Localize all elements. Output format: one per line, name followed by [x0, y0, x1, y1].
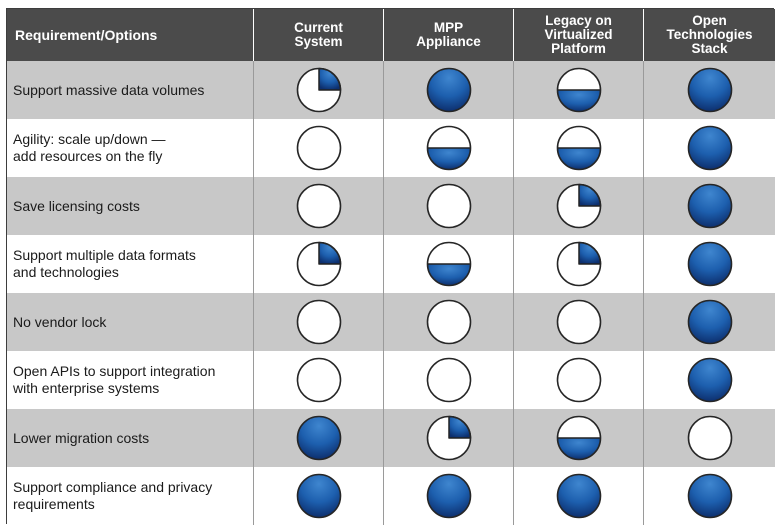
- header-current-system: Current System: [253, 9, 383, 61]
- harvey-ball-icon: [296, 299, 341, 345]
- requirement-cell: No vendor lock: [7, 293, 253, 351]
- requirement-cell: Support multiple data formats and techno…: [7, 235, 253, 293]
- harvey-ball-icon: [296, 415, 341, 461]
- header-legacy-virtualized: Legacy on Virtualized Platform: [513, 9, 643, 61]
- harvey-ball-icon: [426, 125, 471, 171]
- header-option-label: MPP Appliance: [416, 20, 481, 49]
- harvey-ball-icon: [296, 241, 341, 287]
- requirement-cell: Support massive data volumes: [7, 61, 253, 119]
- rating-cell: [513, 235, 643, 293]
- rating-cell: [513, 467, 643, 525]
- comparison-table: Requirement/Options Current System MPP A…: [6, 8, 775, 525]
- requirement-cell: Agility: scale up/down — add resources o…: [7, 119, 253, 177]
- rating-cell: [513, 351, 643, 409]
- harvey-ball-icon: [426, 473, 471, 519]
- harvey-ball-icon: [687, 241, 732, 287]
- rating-cell: [513, 177, 643, 235]
- requirement-label: Open APIs to support integration with en…: [13, 363, 216, 396]
- rating-cell: [643, 409, 775, 467]
- harvey-ball-icon: [556, 415, 601, 461]
- rating-cell: [383, 235, 513, 293]
- rating-cell: [643, 61, 775, 119]
- requirement-cell: Open APIs to support integration with en…: [7, 351, 253, 409]
- harvey-ball-icon: [556, 125, 601, 171]
- requirement-label: Agility: scale up/down — add resources o…: [13, 131, 166, 164]
- rating-cell: [253, 293, 383, 351]
- header-mpp-appliance: MPP Appliance: [383, 9, 513, 61]
- rating-cell: [383, 467, 513, 525]
- harvey-ball-icon: [296, 473, 341, 519]
- rating-cell: [253, 235, 383, 293]
- rating-cell: [643, 235, 775, 293]
- rating-cell: [513, 293, 643, 351]
- rating-cell: [383, 351, 513, 409]
- rating-cell: [513, 119, 643, 177]
- rating-cell: [513, 409, 643, 467]
- rating-cell: [383, 293, 513, 351]
- harvey-ball-icon: [687, 125, 732, 171]
- header-requirement: Requirement/Options: [7, 9, 253, 61]
- harvey-ball-icon: [426, 183, 471, 229]
- header-option-label: Open Technologies Stack: [666, 13, 753, 56]
- rating-cell: [253, 467, 383, 525]
- rating-cell: [383, 119, 513, 177]
- rating-cell: [643, 119, 775, 177]
- harvey-ball-icon: [687, 357, 732, 403]
- harvey-ball-icon: [426, 415, 471, 461]
- header-option-label: Current System: [294, 20, 343, 49]
- rating-cell: [643, 177, 775, 235]
- requirement-label: Save licensing costs: [13, 197, 140, 214]
- requirement-cell: Lower migration costs: [7, 409, 253, 467]
- rating-cell: [383, 409, 513, 467]
- rating-cell: [643, 351, 775, 409]
- requirement-label: No vendor lock: [13, 313, 107, 330]
- requirement-cell: Save licensing costs: [7, 177, 253, 235]
- harvey-ball-icon: [296, 357, 341, 403]
- rating-cell: [253, 351, 383, 409]
- rating-cell: [253, 409, 383, 467]
- harvey-ball-icon: [426, 67, 471, 113]
- rating-cell: [253, 61, 383, 119]
- harvey-ball-icon: [556, 241, 601, 287]
- harvey-ball-icon: [426, 299, 471, 345]
- requirement-label: Lower migration costs: [13, 429, 150, 446]
- harvey-ball-icon: [296, 183, 341, 229]
- requirement-label: Support massive data volumes: [13, 81, 205, 98]
- harvey-ball-icon: [687, 183, 732, 229]
- harvey-ball-icon: [687, 67, 732, 113]
- header-open-technologies: Open Technologies Stack: [643, 9, 775, 61]
- harvey-ball-icon: [556, 473, 601, 519]
- rating-cell: [383, 177, 513, 235]
- harvey-ball-icon: [426, 357, 471, 403]
- rating-cell: [383, 61, 513, 119]
- requirement-cell: Support compliance and privacy requireme…: [7, 467, 253, 525]
- harvey-ball-icon: [687, 473, 732, 519]
- rating-cell: [513, 61, 643, 119]
- rating-cell: [643, 467, 775, 525]
- requirement-label: Support multiple data formats and techno…: [13, 247, 196, 280]
- harvey-ball-icon: [687, 299, 732, 345]
- harvey-ball-icon: [556, 183, 601, 229]
- harvey-ball-icon: [556, 357, 601, 403]
- harvey-ball-icon: [426, 241, 471, 287]
- header-option-label: Legacy on Virtualized Platform: [544, 13, 613, 56]
- harvey-ball-icon: [556, 67, 601, 113]
- rating-cell: [253, 177, 383, 235]
- header-requirement-label: Requirement/Options: [15, 27, 158, 43]
- harvey-ball-icon: [296, 125, 341, 171]
- requirement-label: Support compliance and privacy requireme…: [13, 479, 213, 512]
- rating-cell: [253, 119, 383, 177]
- rating-cell: [643, 293, 775, 351]
- harvey-ball-icon: [687, 415, 732, 461]
- harvey-ball-icon: [556, 299, 601, 345]
- harvey-ball-icon: [296, 67, 341, 113]
